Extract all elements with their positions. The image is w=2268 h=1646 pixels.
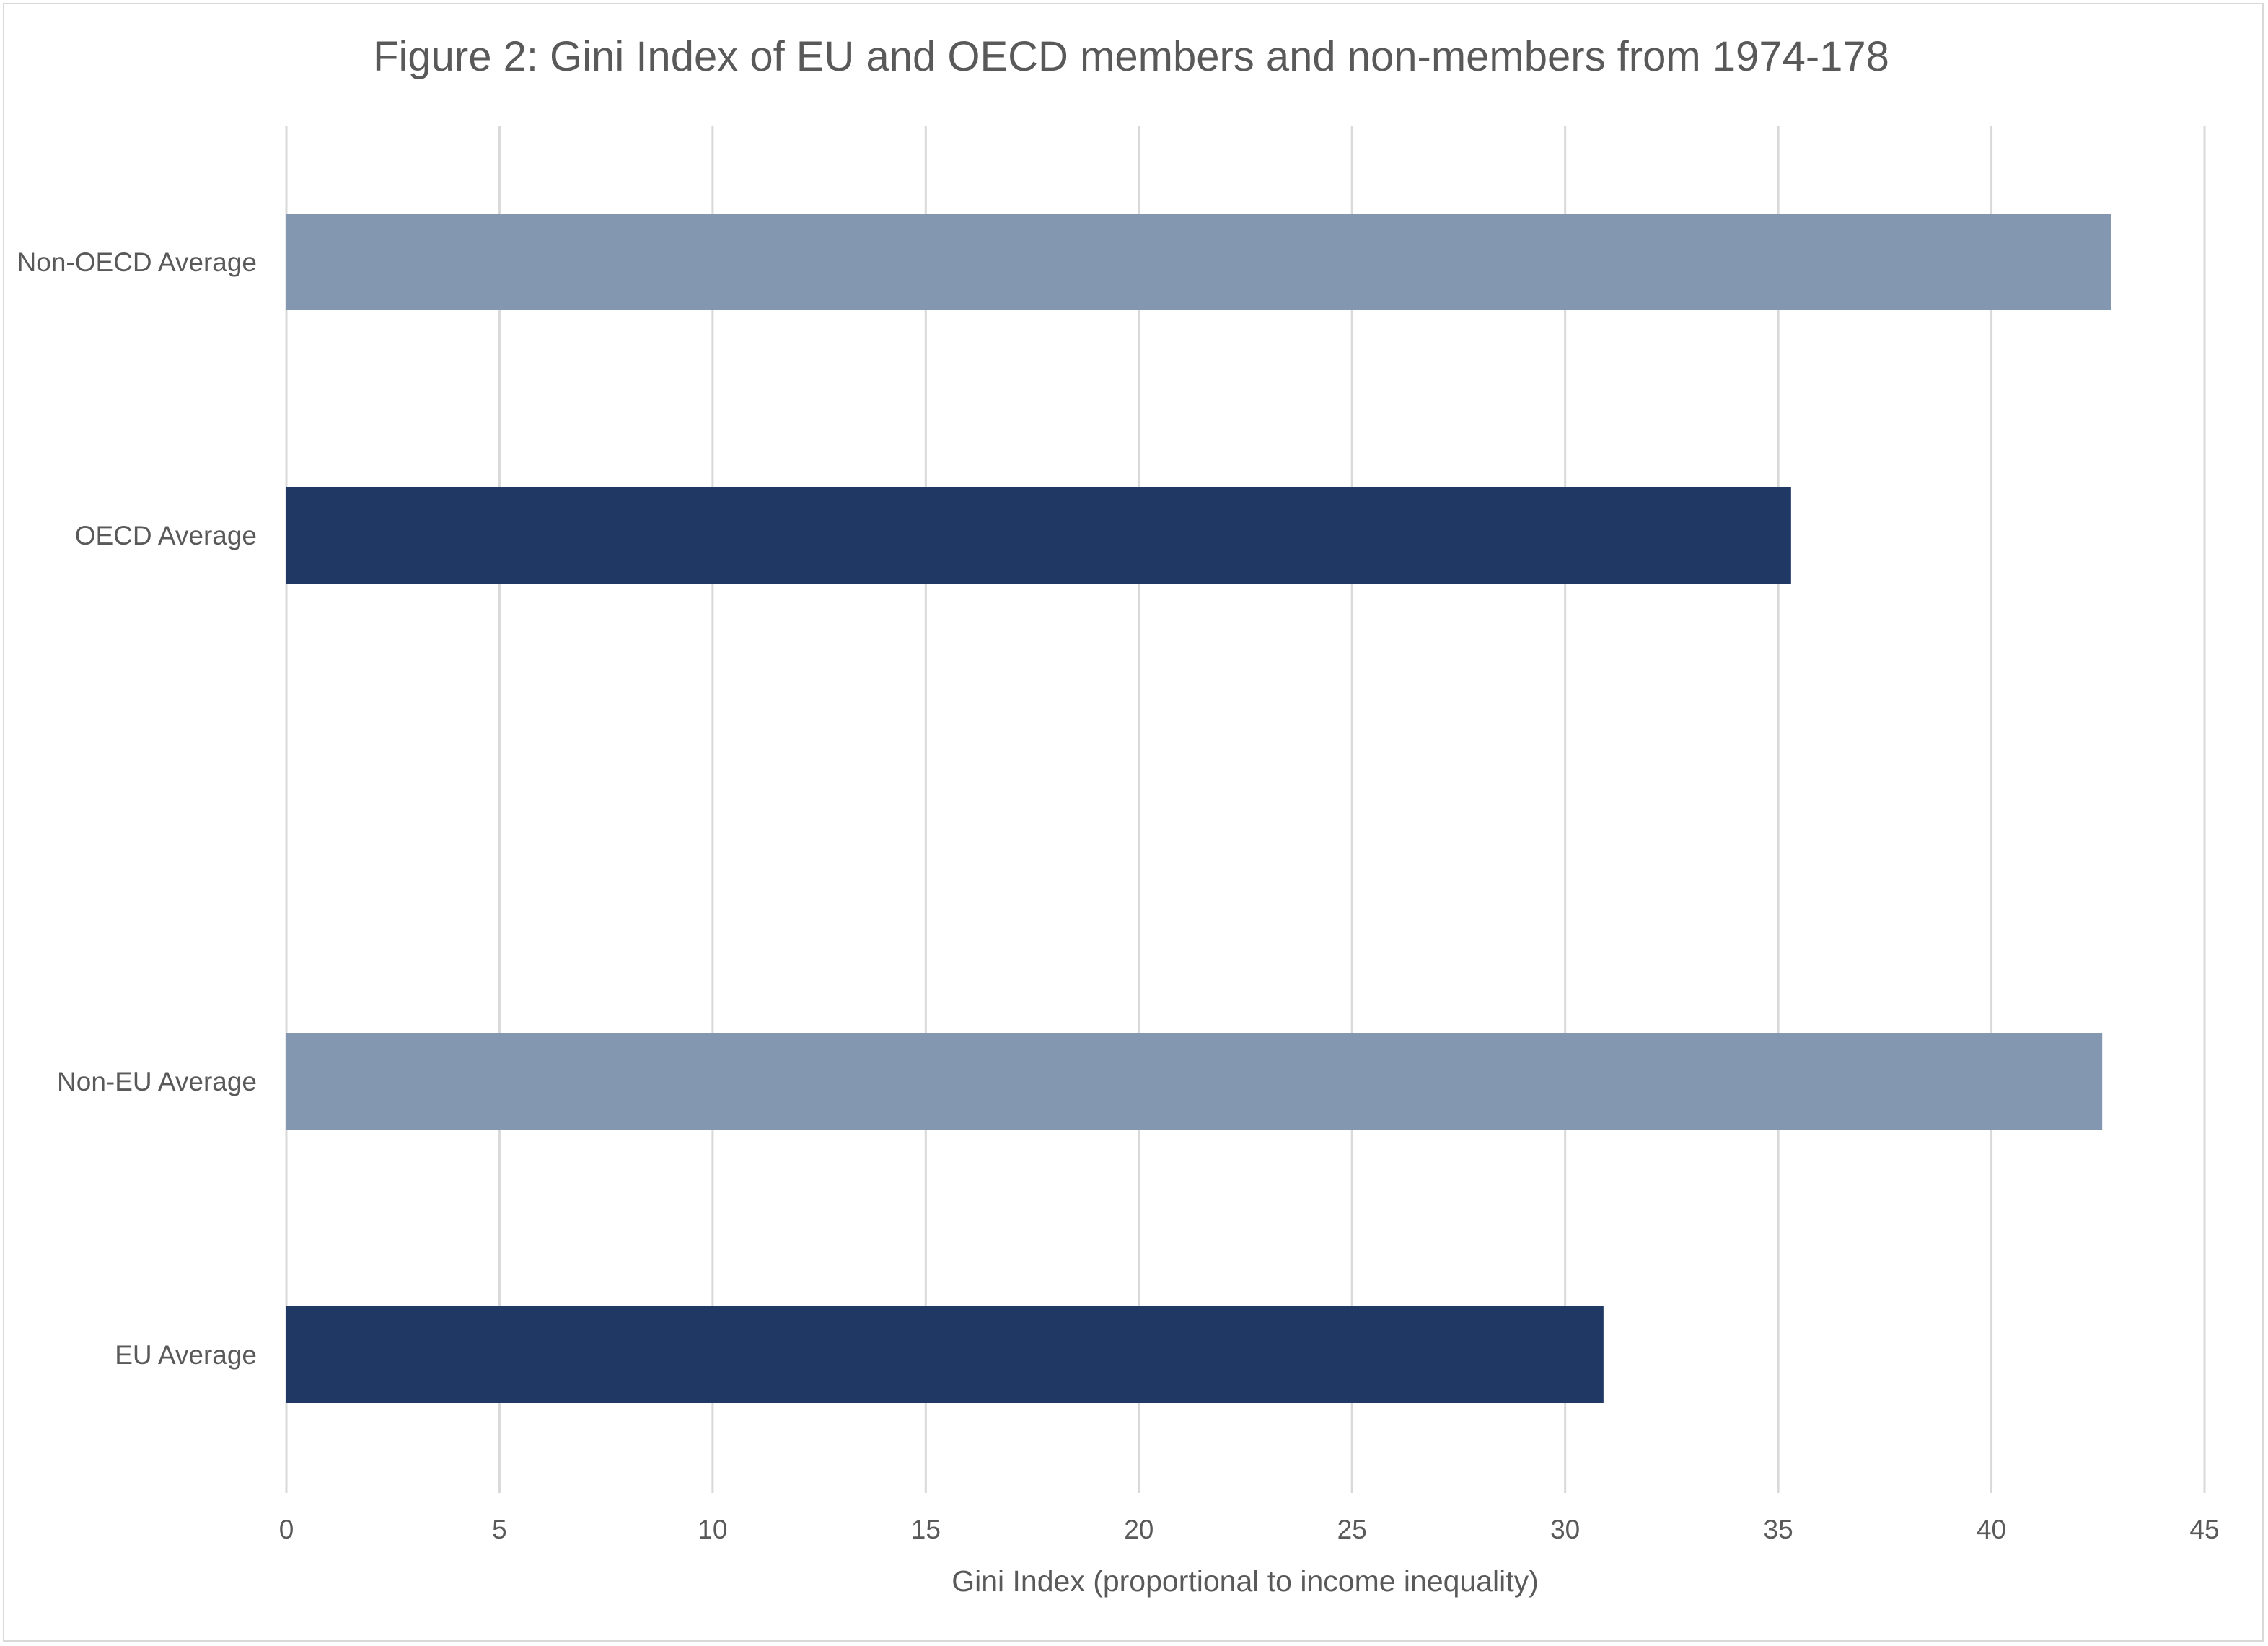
- category-label-oecd-average: OECD Average: [75, 521, 257, 550]
- bar-non-oecd-average: [286, 214, 2111, 310]
- x-tick-label-15: 15: [911, 1515, 941, 1544]
- x-tick-label-25: 25: [1337, 1515, 1367, 1544]
- bar-oecd-average: [286, 487, 1791, 584]
- category-label-non-eu-average: Non-EU Average: [57, 1067, 257, 1096]
- bars: [286, 214, 2111, 1403]
- bar-eu-average: [286, 1306, 1604, 1403]
- category-label-non-oecd-average: Non-OECD Average: [17, 247, 257, 277]
- bar-non-eu-average: [286, 1033, 2103, 1130]
- chart-title: Figure 2: Gini Index of EU and OECD memb…: [373, 33, 1889, 80]
- gridlines: [285, 126, 2206, 1493]
- category-labels: Non-OECD Average OECD Average Non-EU Avera…: [17, 247, 257, 1370]
- x-tick-labels: 0 5 10 15 20 25 30 35 40 45: [279, 1515, 2220, 1544]
- x-tick-label-40: 40: [1977, 1515, 2006, 1544]
- x-tick-label-35: 35: [1764, 1515, 1793, 1544]
- x-tick-label-20: 20: [1124, 1515, 1153, 1544]
- x-tick-label-45: 45: [2189, 1515, 2219, 1544]
- x-tick-label-30: 30: [1550, 1515, 1580, 1544]
- x-axis-title: Gini Index (proportional to income inequ…: [951, 1564, 1539, 1598]
- x-tick-label-0: 0: [279, 1515, 294, 1544]
- x-tick-label-5: 5: [492, 1515, 507, 1544]
- category-label-eu-average: EU Average: [115, 1340, 257, 1370]
- x-tick-label-10: 10: [698, 1515, 727, 1544]
